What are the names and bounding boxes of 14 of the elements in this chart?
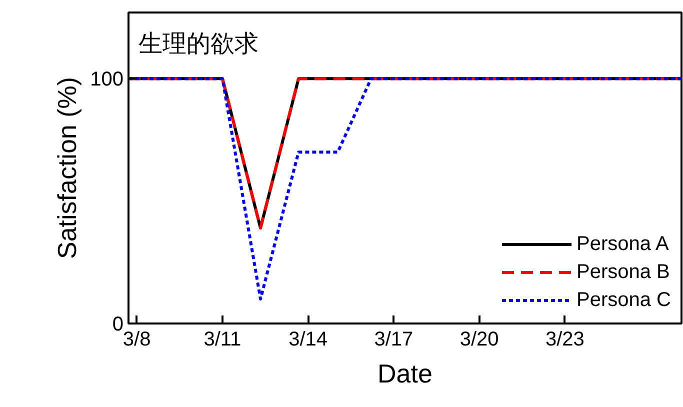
text: 生理的欲求 — [138, 30, 258, 58]
legend-label: Persona C — [576, 288, 671, 312]
y-tick-label: 0 — [112, 314, 124, 336]
legend-label: Persona B — [576, 260, 670, 284]
x-tick-label: 3/17 — [374, 328, 414, 350]
x-tick-label: 3/23 — [545, 328, 584, 350]
y-axis-title: Satisfaction (%) — [52, 76, 82, 260]
x-tick-label: 3/11 — [204, 328, 242, 350]
x-tick-label: 3/8 — [122, 328, 151, 350]
x-tick-label: 3/20 — [460, 328, 499, 350]
x-tick-label: 3/14 — [288, 328, 328, 350]
y-tick-label: 100 — [90, 68, 124, 91]
x-axis-title: Date — [378, 358, 432, 388]
legend-label: Persona A — [576, 232, 669, 256]
